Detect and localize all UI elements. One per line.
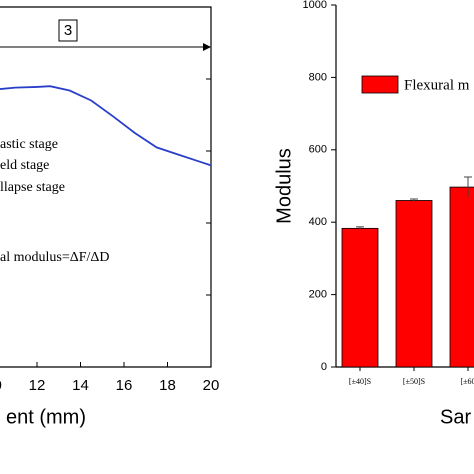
error-bar — [410, 198, 418, 202]
x-tick-label: 14 — [72, 377, 89, 394]
bar — [395, 200, 433, 368]
arrow-head — [203, 43, 211, 51]
x-tick-label: [±60 — [460, 377, 474, 386]
formula: al modulus=ΔF/ΔD — [0, 250, 110, 265]
stage-label: eld stage — [0, 158, 49, 173]
error-bar — [464, 176, 472, 198]
y-tick-label: 800 — [309, 71, 327, 83]
x-tick-label: 10 — [0, 377, 2, 394]
legend-label: Flexural m — [404, 77, 470, 93]
bar — [341, 227, 379, 368]
x-axis-label: Sar — [440, 406, 471, 428]
x-tick-label: 18 — [159, 377, 176, 394]
stage-label: llapse stage — [0, 180, 65, 195]
x-tick-label: 16 — [116, 377, 133, 394]
y-tick-label: 0 — [321, 361, 327, 373]
stage-number: 3 — [64, 22, 72, 39]
x-tick-label: [±40]S — [349, 377, 371, 386]
error-bar — [356, 226, 364, 230]
axis-frame — [0, 6, 212, 368]
legend-swatch — [361, 75, 399, 94]
y-tick-label: 600 — [309, 144, 327, 156]
stage-label: astic stage — [0, 137, 58, 152]
x-axis-label: ent (mm) — [6, 406, 86, 428]
bar — [449, 186, 474, 368]
data-line — [0, 85, 212, 167]
x-tick-label: 20 — [203, 377, 220, 394]
stage-box — [58, 19, 78, 42]
x-tick-label: 12 — [29, 377, 46, 394]
x-tick-label: [±50]S — [403, 377, 425, 386]
y-axis-label: Modulus — [273, 148, 295, 224]
y-tick-label: 400 — [309, 216, 327, 228]
y-tick-label: 1000 — [303, 0, 327, 11]
y-tick-label: 200 — [309, 289, 327, 301]
